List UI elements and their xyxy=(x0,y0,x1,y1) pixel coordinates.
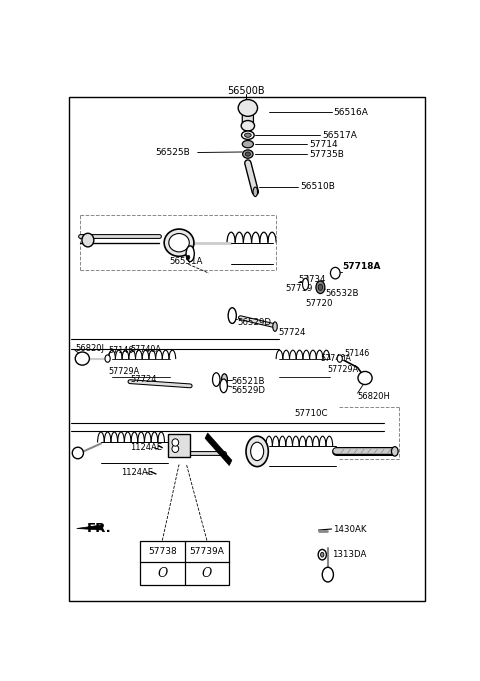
Ellipse shape xyxy=(221,374,228,385)
Text: 56510B: 56510B xyxy=(300,182,335,191)
Ellipse shape xyxy=(172,445,179,452)
Text: 1124AE: 1124AE xyxy=(130,443,162,452)
Ellipse shape xyxy=(228,308,236,323)
Bar xyxy=(140,541,229,585)
Text: 57724: 57724 xyxy=(130,375,156,384)
Text: 56820H: 56820H xyxy=(358,392,390,401)
Text: 1430AK: 1430AK xyxy=(333,524,366,533)
Ellipse shape xyxy=(302,279,309,290)
Ellipse shape xyxy=(187,255,190,259)
Ellipse shape xyxy=(246,437,268,466)
Ellipse shape xyxy=(241,131,254,140)
Text: 56529D: 56529D xyxy=(232,385,266,394)
Text: O: O xyxy=(202,567,212,580)
Ellipse shape xyxy=(241,121,254,131)
Text: 57738: 57738 xyxy=(148,547,177,556)
Ellipse shape xyxy=(318,284,323,290)
Text: 56500B: 56500B xyxy=(227,86,265,96)
Ellipse shape xyxy=(72,447,84,459)
Text: 57710C: 57710C xyxy=(294,409,328,417)
Text: 1313DA: 1313DA xyxy=(332,550,366,559)
Text: O: O xyxy=(157,567,168,580)
FancyBboxPatch shape xyxy=(242,110,253,124)
Ellipse shape xyxy=(169,234,189,252)
Text: 56551A: 56551A xyxy=(170,257,203,266)
Text: 57720: 57720 xyxy=(305,299,333,308)
Text: 56517A: 56517A xyxy=(322,131,357,140)
Ellipse shape xyxy=(337,355,342,362)
Text: 57714: 57714 xyxy=(309,140,338,148)
Ellipse shape xyxy=(316,281,325,294)
Ellipse shape xyxy=(242,140,253,148)
Ellipse shape xyxy=(105,355,110,362)
Ellipse shape xyxy=(75,352,89,365)
Polygon shape xyxy=(77,525,103,530)
Text: 56521B: 56521B xyxy=(232,377,265,386)
Ellipse shape xyxy=(251,442,264,460)
Text: 57735B: 57735B xyxy=(309,150,344,159)
Ellipse shape xyxy=(321,552,324,557)
Ellipse shape xyxy=(244,133,251,138)
Text: 57734: 57734 xyxy=(298,275,325,285)
Text: 57719: 57719 xyxy=(285,284,312,293)
Ellipse shape xyxy=(330,268,340,279)
Text: 57740A: 57740A xyxy=(130,345,161,353)
Ellipse shape xyxy=(186,246,194,262)
Text: 56525B: 56525B xyxy=(155,148,190,157)
Text: 56532B: 56532B xyxy=(325,289,359,298)
Text: 57146: 57146 xyxy=(108,346,133,355)
Ellipse shape xyxy=(243,150,253,158)
Ellipse shape xyxy=(322,567,334,582)
Ellipse shape xyxy=(273,322,277,332)
Text: 57739A: 57739A xyxy=(190,547,224,556)
Ellipse shape xyxy=(318,550,326,560)
Ellipse shape xyxy=(172,439,179,446)
Ellipse shape xyxy=(220,379,228,393)
Text: 57146: 57146 xyxy=(345,349,370,358)
Text: 57729A: 57729A xyxy=(328,364,359,374)
Ellipse shape xyxy=(358,371,372,385)
Text: 57740A: 57740A xyxy=(321,354,351,363)
Polygon shape xyxy=(205,433,232,466)
Ellipse shape xyxy=(392,447,398,456)
Text: 56516A: 56516A xyxy=(334,108,368,116)
Text: 1124AE: 1124AE xyxy=(121,468,154,477)
Text: 56529D: 56529D xyxy=(238,319,272,328)
Ellipse shape xyxy=(82,234,94,247)
Ellipse shape xyxy=(253,187,258,197)
Bar xyxy=(168,434,190,457)
Ellipse shape xyxy=(213,373,220,386)
Ellipse shape xyxy=(245,152,251,156)
Text: 57718A: 57718A xyxy=(342,262,381,271)
Text: FR.: FR. xyxy=(87,522,111,535)
Text: 57729A: 57729A xyxy=(108,366,140,376)
Text: 56820J: 56820J xyxy=(75,344,104,353)
Ellipse shape xyxy=(164,229,194,256)
Text: 57724: 57724 xyxy=(279,328,306,337)
Ellipse shape xyxy=(238,99,258,116)
